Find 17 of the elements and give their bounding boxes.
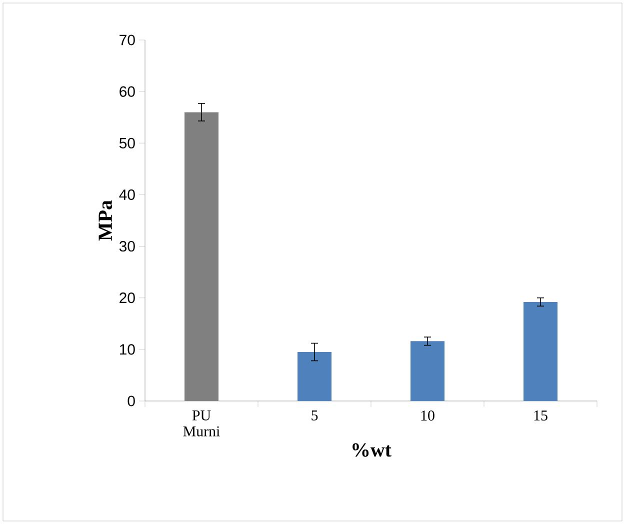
bar <box>298 352 332 401</box>
x-tick-label: 5 <box>312 410 318 420</box>
y-tick-label: 40 <box>119 189 135 200</box>
y-tick-label: 30 <box>119 240 135 252</box>
y-tick-label: 60 <box>120 86 135 97</box>
y-tick-label: 10 <box>120 344 135 355</box>
bar <box>410 341 445 401</box>
y-tick-label: 20 <box>120 292 135 304</box>
y-tick-label: 50 <box>119 138 135 148</box>
y-tick-label: 70 <box>120 34 135 46</box>
y-axis-title: MPa <box>98 200 112 241</box>
x-axis-title: %wt <box>352 443 392 457</box>
x-tick-label: 10 <box>421 410 434 421</box>
x-tick-label: PU Murni <box>183 410 220 436</box>
x-tick-label: 15 <box>534 410 548 421</box>
bar <box>524 302 558 401</box>
y-tick-label: 0 <box>128 396 135 406</box>
